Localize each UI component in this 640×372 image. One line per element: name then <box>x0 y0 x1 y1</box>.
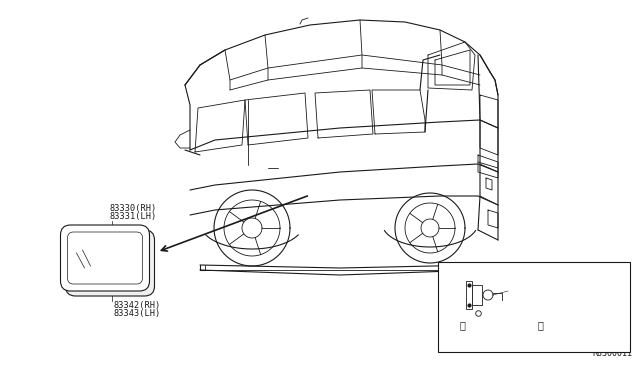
Text: R8300011: R8300011 <box>592 349 632 358</box>
FancyBboxPatch shape <box>61 225 150 291</box>
Text: Ⓢ: Ⓢ <box>537 320 543 330</box>
Text: 08146-6202H: 08146-6202H <box>550 320 601 328</box>
Bar <box>472 285 482 305</box>
Text: 83330(RH): 83330(RH) <box>110 204 157 213</box>
Text: 08911-1062G: 08911-1062G <box>472 320 523 328</box>
Text: F/POWER OPTION: F/POWER OPTION <box>443 270 518 279</box>
FancyBboxPatch shape <box>65 230 154 296</box>
Text: 83331(LH): 83331(LH) <box>110 212 157 221</box>
Text: 83501X(LH): 83501X(LH) <box>508 296 554 305</box>
Text: (2): (2) <box>472 328 486 337</box>
Text: Ⓝ: Ⓝ <box>459 320 465 330</box>
Text: 83500X(RH): 83500X(RH) <box>508 286 554 295</box>
Text: 83342(RH): 83342(RH) <box>113 301 160 310</box>
Bar <box>438 262 630 352</box>
Text: (4): (4) <box>550 328 564 337</box>
Text: 83343(LH): 83343(LH) <box>113 309 160 318</box>
Bar <box>466 281 472 309</box>
